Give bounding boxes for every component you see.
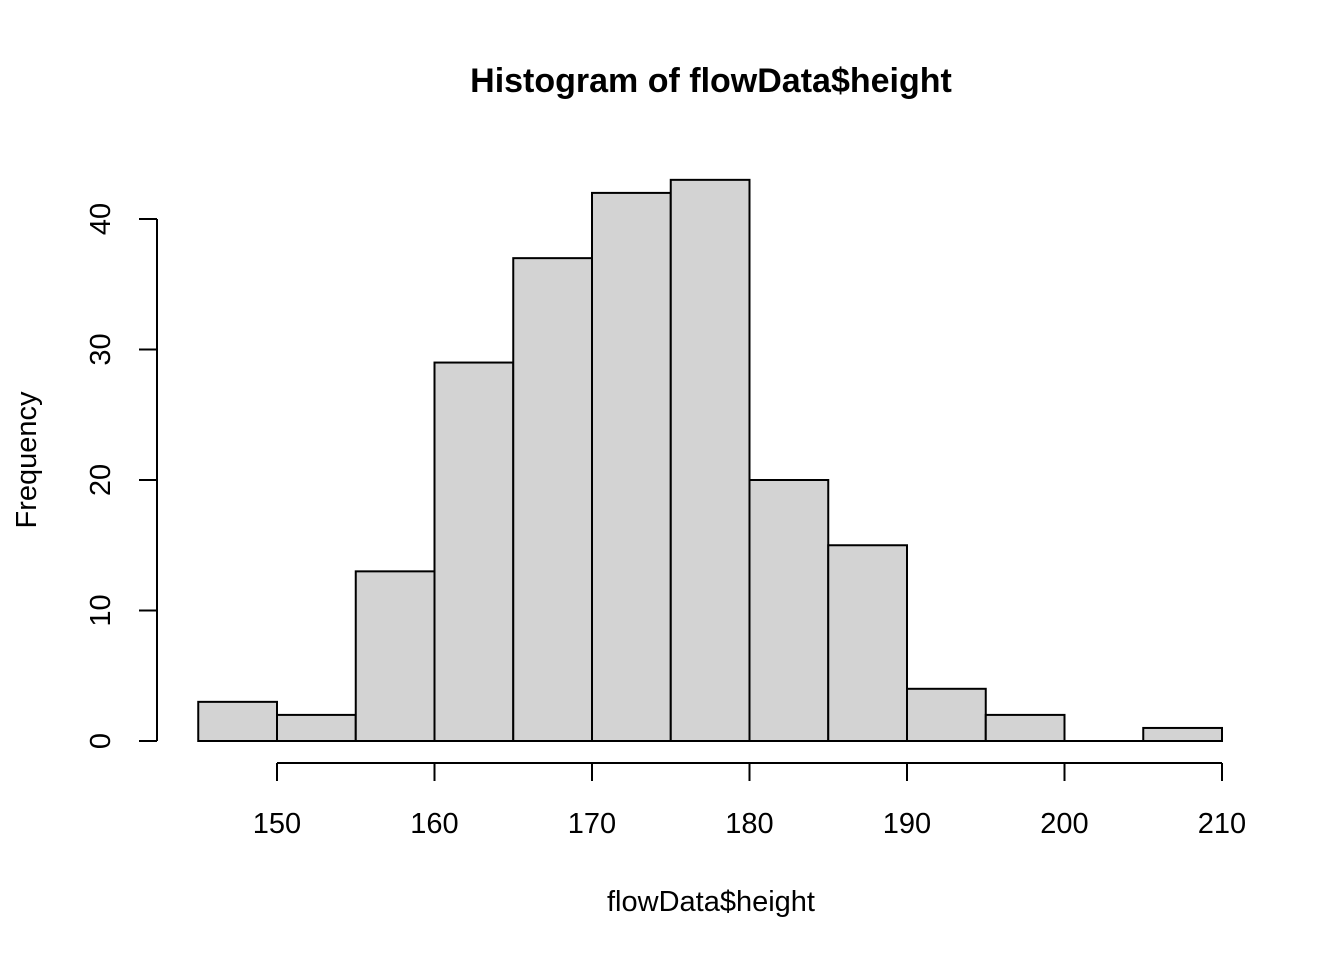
histogram-bar [433, 361, 515, 742]
chart-title: Histogram of flowData$height [470, 62, 952, 100]
x-tick-label: 170 [568, 808, 616, 840]
histogram-bar [1142, 726, 1223, 743]
x-tick-label: 210 [1198, 808, 1246, 840]
histogram-bar [276, 713, 357, 743]
histogram-bar [748, 479, 830, 742]
histogram-bar [669, 178, 751, 743]
y-tick-label: 20 [85, 464, 117, 496]
histogram-bar [906, 687, 987, 742]
y-tick-label: 40 [85, 203, 117, 235]
x-tick-label: 160 [410, 808, 458, 840]
histogram-bar [512, 257, 593, 742]
x-tick-label: 200 [1040, 808, 1088, 840]
x-tick-label: 150 [253, 808, 301, 840]
histogram-bar [197, 700, 278, 742]
histogram-bar [984, 713, 1066, 743]
histogram-bar [591, 191, 672, 742]
histogram-bar [354, 570, 436, 742]
y-tick-label: 10 [85, 594, 117, 626]
y-tick-label: 30 [85, 333, 117, 365]
x-axis-label: flowData$height [607, 886, 815, 918]
x-axis: 150 160 170 180 190 200 210 [253, 762, 1246, 840]
bars-group [197, 178, 1223, 743]
x-tick-label: 180 [725, 808, 773, 840]
y-axis-label: Frequency [11, 391, 43, 529]
histogram-bar [827, 544, 908, 742]
x-tick-label: 190 [883, 808, 931, 840]
y-tick-label: 0 [85, 733, 117, 749]
y-axis: 0 10 20 30 40 [85, 203, 158, 749]
